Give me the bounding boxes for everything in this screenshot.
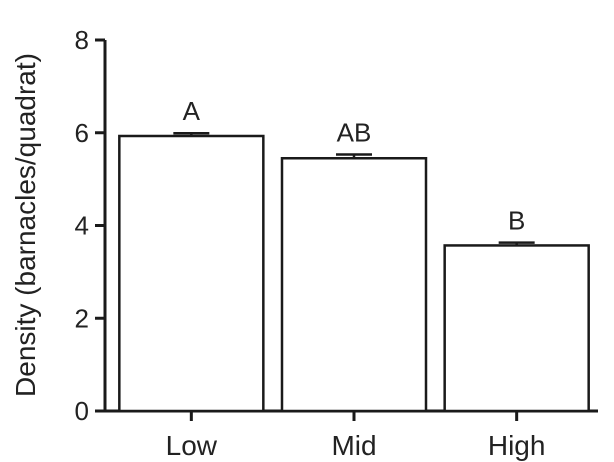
significance-label: B	[508, 206, 525, 236]
bar-low	[118, 134, 265, 413]
x-tick-label: Mid	[331, 430, 376, 461]
y-tick-label: 0	[75, 396, 89, 426]
significance-label: A	[183, 96, 201, 126]
y-tick-label: 4	[75, 211, 89, 241]
bar-high	[443, 244, 590, 413]
y-tick-label: 6	[75, 118, 89, 148]
y-axis-title: Density (barnacles/quadrat)	[10, 53, 41, 397]
x-tick-label: High	[488, 430, 546, 461]
x-tick-label: Low	[166, 430, 218, 461]
bar-mid	[280, 157, 428, 413]
significance-label: AB	[337, 118, 372, 148]
bars: A AB B	[118, 96, 590, 413]
y-tick-label: 2	[75, 303, 89, 333]
y-tick-label: 8	[75, 25, 89, 55]
